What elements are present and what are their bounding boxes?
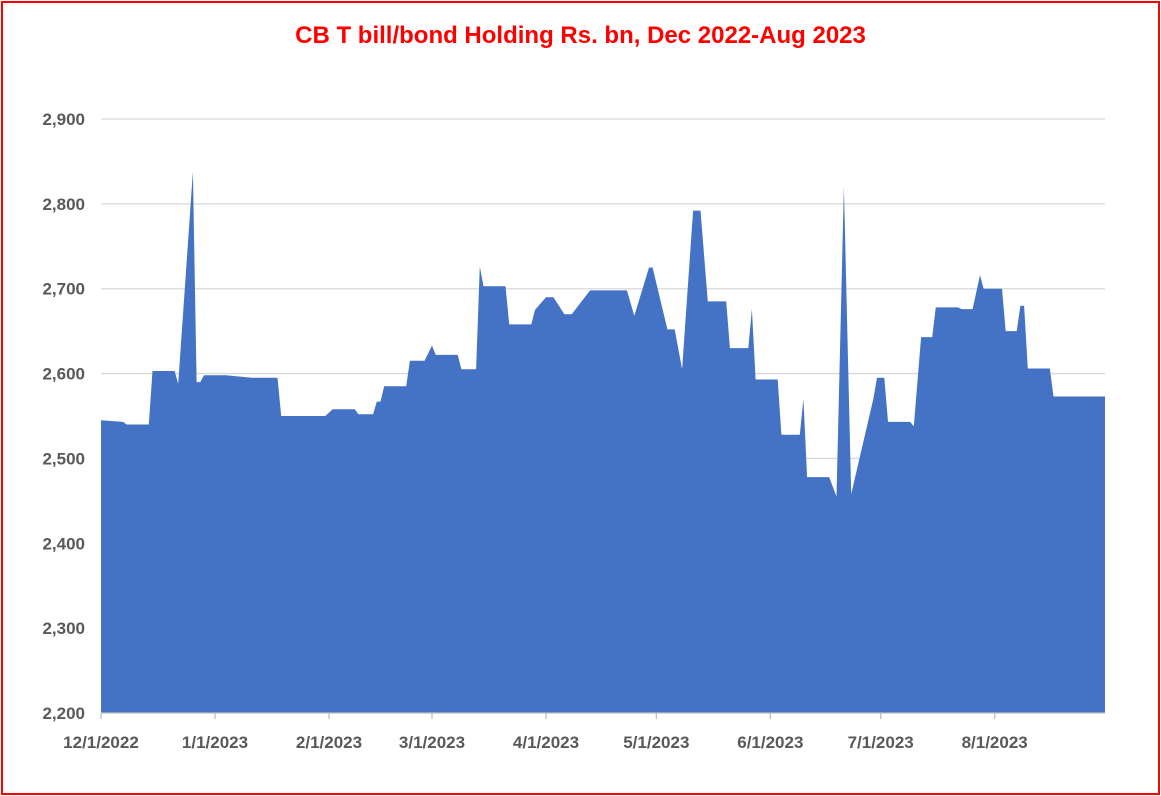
x-tick-label: 8/1/2023: [962, 733, 1028, 752]
x-tick-label: 6/1/2023: [737, 733, 803, 752]
y-tick-label: 2,300: [42, 619, 85, 638]
axes: 2,200 2,300 2,400 2,500 2,600 2,700 2,800 2,900…: [42, 110, 1105, 752]
area-series-fill: [101, 171, 1105, 714]
x-tick-label: 1/1/2023: [182, 733, 248, 752]
y-tick-label: 2,900: [42, 110, 85, 129]
x-tick-label: 2/1/2023: [296, 733, 362, 752]
x-tick-label: 3/1/2023: [399, 733, 465, 752]
x-tick-label: 12/1/2022: [63, 733, 139, 752]
y-tick-label: 2,500: [42, 449, 85, 468]
chart-title: CB T bill/bond Holding Rs. bn, Dec 2022-…: [295, 22, 866, 49]
y-tick-label: 2,400: [42, 534, 85, 553]
y-tick-label: 2,800: [42, 195, 85, 214]
y-tick-label: 2,600: [42, 365, 85, 384]
x-tick-label: 4/1/2023: [513, 733, 579, 752]
x-tick-label: 5/1/2023: [623, 733, 689, 752]
y-tick-label: 2,700: [42, 280, 85, 299]
x-tick-label: 7/1/2023: [848, 733, 914, 752]
y-tick-label: 2,200: [42, 704, 85, 723]
area-series: [101, 171, 1105, 714]
